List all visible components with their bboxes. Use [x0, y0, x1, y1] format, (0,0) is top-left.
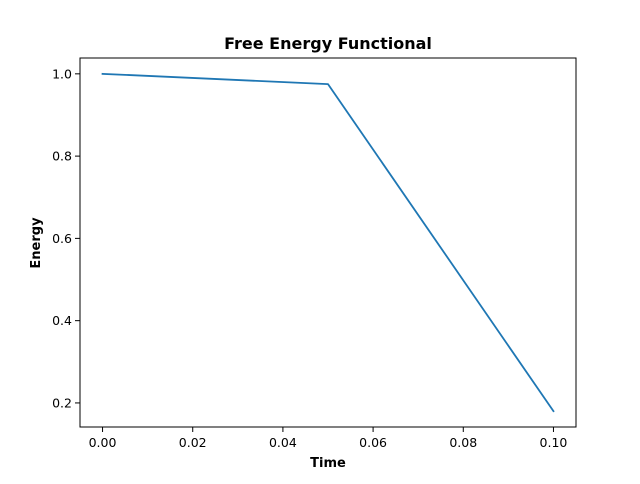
- energy-series-line: [101, 72, 555, 413]
- series-layer: [101, 72, 555, 413]
- y-tick-label: 0.2: [52, 395, 72, 410]
- x-axis-label: Time: [310, 456, 346, 471]
- axes-frame: [79, 57, 577, 428]
- x-tick-label: 0.00: [89, 435, 117, 450]
- y-tick-label: 1.0: [52, 66, 72, 81]
- x-tick-label: 0.02: [179, 435, 207, 450]
- y-axis-label: Energy: [29, 217, 44, 269]
- y-tick-label: 0.8: [52, 149, 72, 164]
- y-tick-label: 0.4: [52, 313, 72, 328]
- chart-title: Free Energy Functional: [224, 34, 432, 53]
- x-tick-label: 0.08: [449, 435, 477, 450]
- x-tick-label: 0.04: [269, 435, 297, 450]
- x-axis-ticks: 0.00 0.02 0.04 0.06 0.08 0.10: [89, 427, 568, 450]
- plot-area: 0.00 0.02 0.04 0.06 0.08 0.10 0.2 0.4 0.6 0.8 1.0: [52, 57, 577, 450]
- y-tick-label: 0.6: [52, 231, 72, 246]
- x-tick-label: 0.06: [359, 435, 387, 450]
- x-tick-label: 0.10: [540, 435, 568, 450]
- y-axis-ticks: 0.2 0.4 0.6 0.8 1.0: [52, 66, 80, 410]
